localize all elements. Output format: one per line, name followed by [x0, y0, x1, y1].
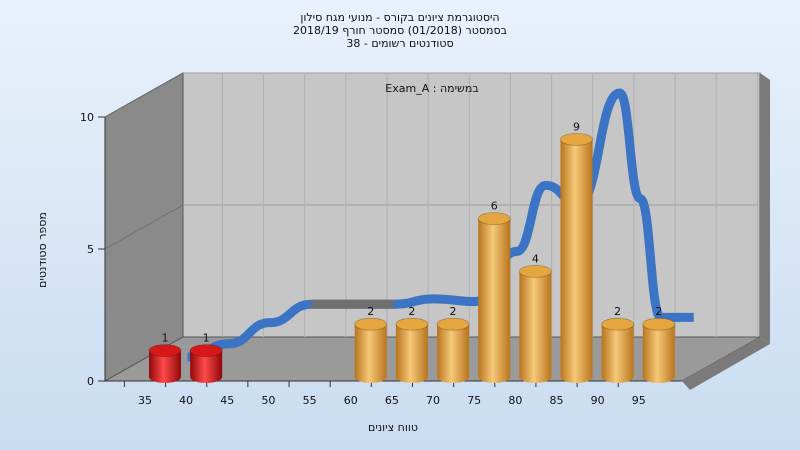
bar-top: [601, 317, 635, 331]
bar-body: [519, 271, 552, 383]
bar-65: 2: [395, 305, 429, 383]
x-tick-label: 75: [467, 394, 481, 407]
bar-90: 2: [601, 305, 635, 383]
chart-title-line-2: בסמסטר (01/2018) סמסטר חורף 2018/19: [293, 24, 507, 37]
bar-body: [149, 350, 181, 383]
x-tick-label: 70: [426, 394, 440, 407]
x-tick-label: 40: [179, 394, 193, 407]
bar-body: [437, 324, 470, 383]
chart-title-line-3: סטודנטים רשומים - 38: [346, 37, 453, 50]
bar-body: [642, 324, 675, 383]
bar-body: [190, 350, 223, 383]
bar-value-label: 6: [491, 200, 498, 213]
x-tick-label: 45: [220, 394, 234, 407]
bar-35: 1: [148, 332, 182, 383]
bar-top: [148, 344, 182, 358]
bar-top: [560, 132, 593, 146]
y-axis: 0 5 10: [80, 111, 105, 388]
x-tick-label: 60: [344, 394, 358, 407]
bar-body: [478, 218, 511, 383]
gridlines: [104, 72, 760, 337]
bar-75: 6: [477, 200, 511, 383]
bar-body: [560, 139, 593, 383]
exam-annotation: Exam_A : במשימה: [385, 82, 478, 95]
bar-body: [601, 324, 634, 383]
bar-value-label: 2: [655, 305, 662, 318]
bar-body: [354, 324, 387, 383]
bar-85: 9: [560, 120, 593, 383]
bar-40: 1: [189, 332, 223, 383]
y-tick-label: 10: [80, 111, 94, 124]
bar-value-label: 2: [367, 305, 374, 318]
right-edge-depth: [760, 73, 770, 344]
gridline-side: [104, 72, 184, 118]
y-axis-label: מספר סטודנטים: [36, 212, 49, 288]
x-tick-label: 35: [138, 394, 152, 407]
bar-80: 4: [518, 252, 552, 383]
x-axis: 35 40 45 50 55 60 65 70 75 80 85 90 95: [123, 381, 646, 407]
bar-value-label: 9: [573, 120, 580, 133]
bar-value-label: 1: [162, 332, 169, 345]
bar-70: 2: [436, 305, 470, 383]
bars: 1 1 2 2 2 6 4 9 2 2: [148, 120, 676, 383]
bar-top: [436, 317, 470, 331]
bar-value-label: 4: [532, 252, 539, 265]
bar-top: [642, 317, 676, 331]
y-tick-label: 5: [87, 243, 94, 256]
x-tick-label: 90: [591, 394, 605, 407]
x-axis-label: טווח ציונים: [368, 421, 418, 434]
bar-body: [395, 324, 428, 383]
bar-value-label: 2: [408, 305, 415, 318]
x-tick-label: 85: [550, 394, 564, 407]
x-tick-label: 55: [303, 394, 317, 407]
x-tick-label: 50: [261, 394, 275, 407]
bar-top: [189, 344, 223, 358]
bar-value-label: 2: [450, 305, 457, 318]
bar-value-label: 1: [203, 332, 210, 345]
bar-top: [395, 317, 429, 331]
bar-60: 2: [354, 305, 388, 383]
gridline-side: [104, 204, 184, 250]
bar-95: 2: [642, 305, 676, 383]
x-tick-label: 65: [385, 394, 399, 407]
y-tick-label: 0: [87, 375, 94, 388]
plot-area-3d: [103, 72, 770, 390]
chart-title-line-1: היסטוגרמת ציונים בקורס - מנועי מגח סילון: [300, 11, 499, 24]
x-tick-label: 95: [632, 394, 646, 407]
bar-top: [354, 317, 388, 331]
floor-edge-depth: [682, 337, 770, 390]
bar-top: [518, 264, 552, 278]
bar-value-label: 2: [614, 305, 621, 318]
x-tick-label: 80: [508, 394, 522, 407]
bar-top: [477, 212, 511, 226]
